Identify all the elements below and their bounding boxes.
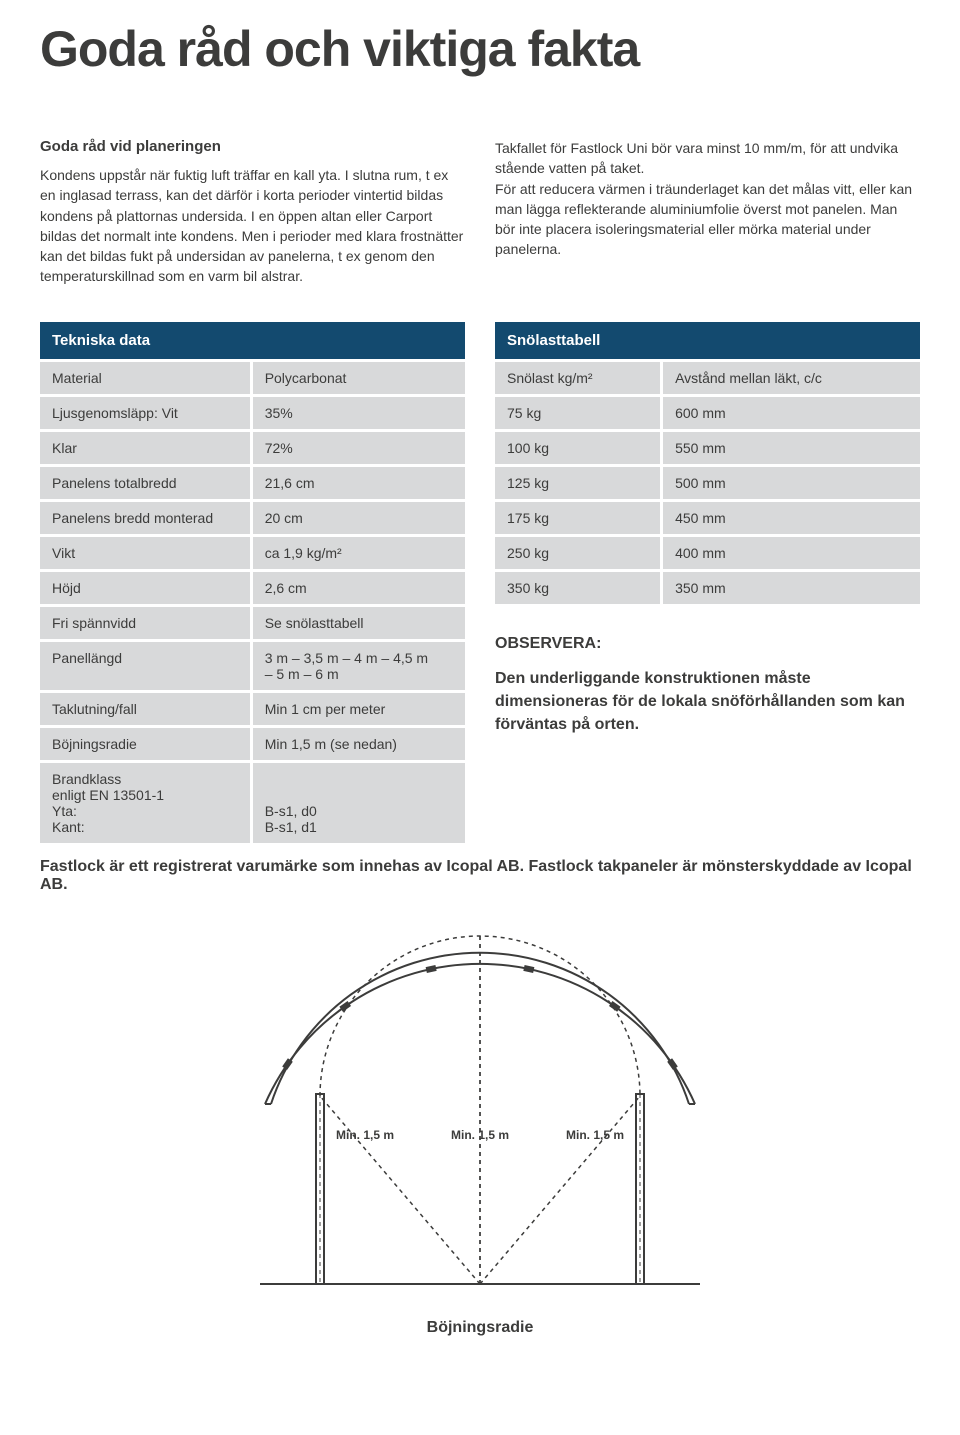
tech-cell-label: Material [40,360,251,395]
snow-cell: 600 mm [662,395,920,430]
table-row: 250 kg400 mm [495,535,920,570]
snow-cell: 400 mm [662,535,920,570]
tech-cell-label: Ljusgenomsläpp: Vit [40,395,251,430]
tech-cell-value: 3 m – 3,5 m – 4 m – 4,5 m – 5 m – 6 m [251,640,465,691]
snow-note-body: Den underliggande konstruktionen måste d… [495,667,920,737]
tech-cell-value: Se snölasttabell [251,605,465,640]
snow-cell: 350 mm [662,570,920,604]
tech-cell-label: Klar [40,430,251,465]
snow-header-cell: Avstånd mellan läkt, c/c [662,360,920,395]
intro-right-column: Takfallet för Fastlock Uni bör vara mins… [495,138,920,287]
tech-cell-label: Höjd [40,570,251,605]
snow-cell: 450 mm [662,500,920,535]
tech-table: MaterialPolycarbonatLjusgenomsläpp: Vit3… [40,359,465,843]
table-row: Klar72% [40,430,465,465]
snow-cell: 350 kg [495,570,662,604]
tech-cell-label: Brandklass enligt EN 13501-1 Yta: Kant: [40,761,251,843]
table-row: Panelens totalbredd21,6 cm [40,465,465,500]
table-row: Panellängd3 m – 3,5 m – 4 m – 4,5 m – 5 … [40,640,465,691]
intro-columns: Goda råd vid planeringen Kondens uppstår… [40,138,920,287]
tech-table-block: Tekniska data MaterialPolycarbonatLjusge… [40,322,465,843]
table-row: Höjd2,6 cm [40,570,465,605]
snow-cell: 250 kg [495,535,662,570]
table-row: Snölast kg/m²Avstånd mellan läkt, c/c [495,360,920,395]
table-row: 175 kg450 mm [495,500,920,535]
table-row: Taklutning/fallMin 1 cm per meter [40,691,465,726]
tech-cell-value: Polycarbonat [251,360,465,395]
trademark-note: Fastlock är ett registrerat varumärke so… [40,858,920,894]
tech-cell-label: Fri spännvidd [40,605,251,640]
table-row: Fri spännviddSe snölasttabell [40,605,465,640]
tech-cell-value: ca 1,9 kg/m² [251,535,465,570]
table-row: Ljusgenomsläpp: Vit35% [40,395,465,430]
snow-cell: 550 mm [662,430,920,465]
snow-cell: 125 kg [495,465,662,500]
table-row: MaterialPolycarbonat [40,360,465,395]
snow-cell: 100 kg [495,430,662,465]
snow-table-block: Snölasttabell Snölast kg/m²Avstånd mella… [495,322,920,843]
tech-cell-value: B-s1, d0 B-s1, d1 [251,761,465,843]
table-row: 350 kg350 mm [495,570,920,604]
table-row: Viktca 1,9 kg/m² [40,535,465,570]
snow-note: OBSERVERA: Den underliggande konstruktio… [495,632,920,737]
tech-cell-label: Böjningsradie [40,726,251,761]
table-row: 100 kg550 mm [495,430,920,465]
table-row: Brandklass enligt EN 13501-1 Yta: Kant: … [40,761,465,843]
tech-cell-value: Min 1,5 m (se nedan) [251,726,465,761]
snow-note-title: OBSERVERA: [495,635,601,652]
snow-cell: 175 kg [495,500,662,535]
intro-left-paragraph: Kondens uppstår när fuktig luft träffar … [40,165,465,287]
table-row: 125 kg500 mm [495,465,920,500]
tech-cell-label: Panelens bredd monterad [40,500,251,535]
tables-row: Tekniska data MaterialPolycarbonatLjusge… [40,322,920,843]
snow-cell: 500 mm [662,465,920,500]
svg-text:Min. 1,5 m: Min. 1,5 m [336,1128,394,1142]
tech-cell-value: 35% [251,395,465,430]
section-heading: Goda råd vid planeringen [40,138,465,155]
diagram-caption: Böjningsradie [40,1319,920,1337]
tech-cell-value: Min 1 cm per meter [251,691,465,726]
tech-cell-label: Panellängd [40,640,251,691]
svg-text:Min. 1,5 m: Min. 1,5 m [566,1128,624,1142]
table-row: Panelens bredd monterad20 cm [40,500,465,535]
diagram-container: Min. 1,5 m Min. 1,5 m Min. 1,5 m [40,924,920,1304]
intro-left-column: Goda råd vid planeringen Kondens uppstår… [40,138,465,287]
table-row: 75 kg600 mm [495,395,920,430]
snow-table-title: Snölasttabell [495,322,920,359]
table-row: BöjningsradieMin 1,5 m (se nedan) [40,726,465,761]
bending-radius-diagram: Min. 1,5 m Min. 1,5 m Min. 1,5 m [230,924,730,1304]
svg-text:Min. 1,5 m: Min. 1,5 m [451,1128,509,1142]
snow-header-cell: Snölast kg/m² [495,360,662,395]
intro-right-paragraph: Takfallet för Fastlock Uni bör vara mins… [495,138,920,260]
snow-table: Snölast kg/m²Avstånd mellan läkt, c/c75 … [495,359,920,604]
tech-cell-value: 21,6 cm [251,465,465,500]
tech-cell-label: Taklutning/fall [40,691,251,726]
tech-cell-value: 72% [251,430,465,465]
tech-table-title: Tekniska data [40,322,465,359]
page-title: Goda råd och viktiga fakta [40,20,920,78]
tech-cell-value: 20 cm [251,500,465,535]
tech-cell-label: Vikt [40,535,251,570]
tech-cell-label: Panelens totalbredd [40,465,251,500]
snow-cell: 75 kg [495,395,662,430]
tech-cell-value: 2,6 cm [251,570,465,605]
